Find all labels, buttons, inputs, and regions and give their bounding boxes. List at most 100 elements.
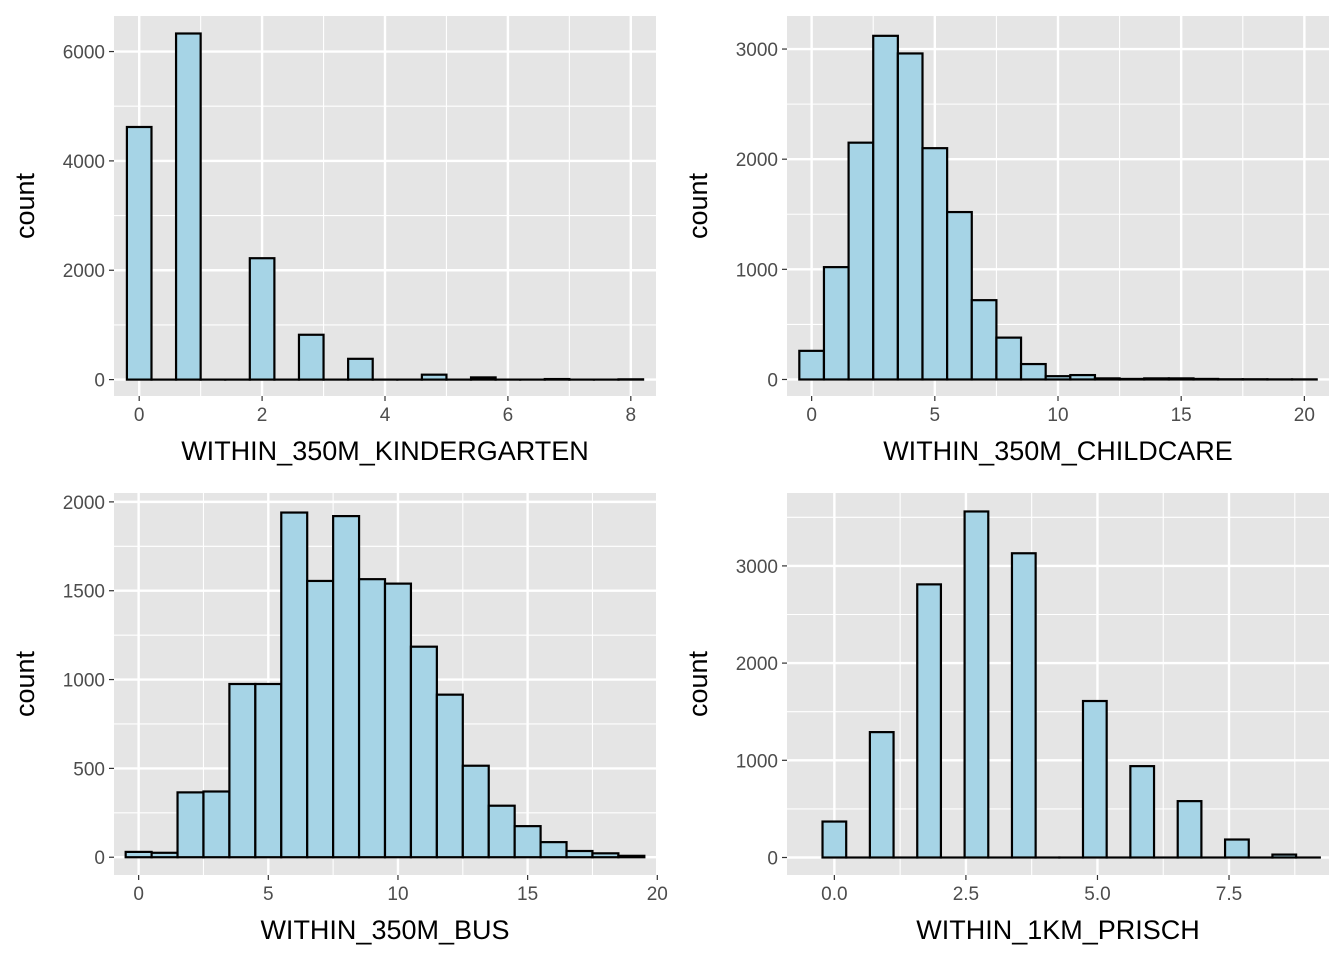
histogram-panel-4: 0.0 2.5 5.0 7.5 0 1000 2000 3000 WITHIN_1KM_PRIS… (683, 493, 1329, 945)
x-tick-label: 10 (387, 884, 408, 905)
y-tick-label: 4000 (63, 152, 105, 173)
y-tick-label: 3000 (736, 557, 778, 578)
histogram-bar (411, 647, 437, 858)
y-tick-label: 1000 (736, 751, 778, 772)
x-tick-label: 2.5 (953, 884, 979, 905)
histogram-bar (250, 258, 275, 379)
x-axis-title: WITHIN_350M_BUS (260, 915, 509, 945)
y-tick-label: 2000 (736, 654, 778, 675)
x-tick-label: 2 (257, 405, 268, 426)
histogram-bar (229, 684, 255, 857)
histogram-bar (923, 148, 948, 379)
x-tick-label: 15 (517, 884, 538, 905)
histogram-bar (1083, 701, 1107, 857)
histogram-bar (965, 511, 989, 857)
y-tick-label: 0 (767, 370, 778, 391)
histogram-bar (422, 375, 447, 380)
x-tick-label: 7.5 (1216, 884, 1242, 905)
histogram-bar (870, 732, 894, 857)
histogram-bar (1130, 766, 1154, 857)
y-axis-title: count (10, 650, 40, 717)
y-tick-label: 1500 (63, 582, 105, 603)
histogram-bar (824, 267, 849, 379)
y-axis-title: count (683, 650, 713, 717)
histogram-bar (567, 851, 593, 857)
histogram-bar (996, 338, 1021, 380)
y-tick-label: 6000 (63, 43, 105, 64)
y-tick-label: 3000 (736, 40, 778, 61)
histogram-bar (333, 516, 359, 857)
histogram-bar (127, 127, 152, 380)
histogram-panel-1: 0 2 4 6 8 0 2000 4000 6000 WITHIN_350M_KINDERGART… (10, 16, 656, 466)
histogram-bar (1144, 378, 1169, 379)
histogram-bar (1046, 376, 1071, 379)
y-tick-label: 0 (767, 849, 778, 870)
histogram-bar (972, 300, 997, 379)
x-axis-title: WITHIN_350M_CHILDCARE (883, 436, 1233, 466)
histogram-bar (515, 826, 541, 857)
histogram-bar (176, 33, 201, 379)
y-tick-label: 0 (94, 371, 105, 392)
y-axis-title: count (683, 172, 713, 239)
histogram-bar (178, 792, 204, 857)
histogram-bar (307, 581, 333, 857)
histogram-bar (545, 379, 570, 380)
y-tick-label: 500 (73, 759, 105, 780)
histogram-bar (1120, 379, 1145, 380)
y-tick-label: 2000 (736, 150, 778, 171)
histogram-bar (348, 359, 373, 380)
panel-background (787, 493, 1329, 875)
histogram-bar (1169, 378, 1194, 379)
x-axis-title: WITHIN_1KM_PRISCH (916, 915, 1200, 945)
x-tick-label: 4 (380, 405, 391, 426)
histogram-bar (489, 806, 515, 858)
histogram-bar (823, 822, 847, 858)
x-tick-label: 5 (263, 884, 274, 905)
histogram-bar (126, 852, 152, 857)
histogram-bar (299, 335, 324, 380)
histogram-bar (203, 791, 229, 857)
x-tick-label: 10 (1047, 405, 1068, 426)
x-tick-label: 20 (647, 884, 668, 905)
histogram-bar (463, 766, 489, 858)
histogram-bar (1070, 375, 1095, 379)
x-tick-label: 8 (626, 405, 637, 426)
histogram-bar (1012, 553, 1036, 857)
histogram-bar (541, 842, 567, 857)
histogram-bar (1021, 364, 1046, 379)
histogram-bar (618, 856, 644, 857)
x-tick-label: 0 (134, 405, 145, 426)
histogram-bar (799, 351, 824, 380)
histogram-bar (1225, 840, 1249, 858)
x-tick-label: 0 (806, 405, 817, 426)
x-tick-label: 15 (1171, 405, 1192, 426)
histogram-bar (917, 584, 941, 857)
y-tick-label: 2000 (63, 493, 105, 514)
x-tick-label: 6 (503, 405, 514, 426)
histogram-bar (359, 579, 385, 857)
histogram-bar (849, 143, 874, 380)
x-tick-label: 5 (930, 405, 941, 426)
histogram-bar (592, 853, 618, 857)
histogram-bar (1095, 378, 1120, 379)
y-tick-label: 0 (94, 848, 105, 869)
histogram-bar (947, 212, 972, 379)
y-tick-label: 1000 (736, 260, 778, 281)
histogram-bar (1272, 855, 1296, 858)
y-tick-label: 2000 (63, 261, 105, 282)
x-tick-label: 0.0 (821, 884, 847, 905)
histogram-bar (471, 377, 496, 379)
histogram-bar (152, 853, 178, 857)
histogram-bar (437, 695, 463, 858)
histogram-bar (385, 584, 411, 858)
histogram-bar (1194, 379, 1219, 380)
histogram-bar (281, 513, 307, 858)
x-tick-label: 5.0 (1084, 884, 1110, 905)
histogram-bar (873, 36, 898, 380)
histogram-bar (1178, 801, 1202, 857)
x-tick-label: 0 (133, 884, 144, 905)
x-axis-title: WITHIN_350M_KINDERGARTEN (181, 436, 589, 466)
